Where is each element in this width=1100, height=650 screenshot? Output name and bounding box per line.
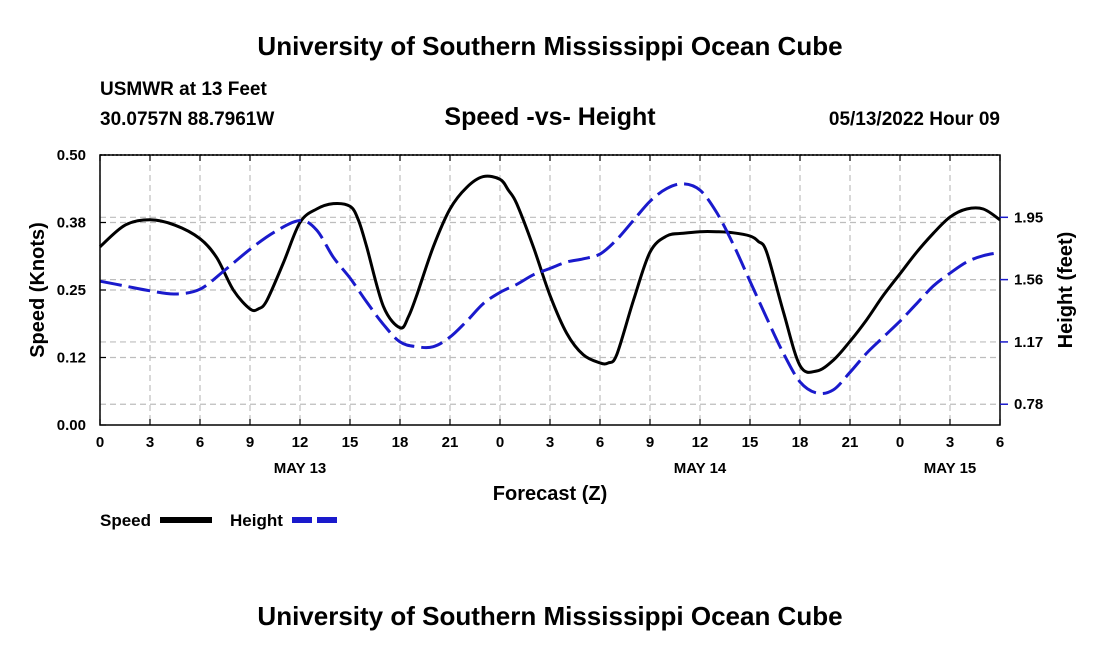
legend: Speed Height bbox=[100, 511, 342, 530]
date-label: MAY 13 bbox=[274, 460, 327, 477]
x-tick-label: 21 bbox=[842, 434, 859, 451]
x-tick-label: 6 bbox=[196, 434, 204, 451]
y-right-axis-title: Height (feet) bbox=[1055, 232, 1077, 349]
date-label: MAY 14 bbox=[674, 460, 727, 477]
y-left-tick-label: 0.38 bbox=[57, 215, 86, 232]
y-left-tick-label: 0.25 bbox=[57, 282, 86, 299]
y-left-axis-title: Speed (Knots) bbox=[27, 222, 49, 358]
speed-series-line bbox=[98, 174, 1001, 374]
x-tick-label: 9 bbox=[246, 434, 254, 451]
date-label: MAY 15 bbox=[924, 460, 977, 477]
x-tick-label: 15 bbox=[742, 434, 759, 451]
legend-speed-label: Speed bbox=[100, 511, 151, 530]
height-series-line bbox=[99, 182, 1001, 396]
x-tick-label: 0 bbox=[96, 434, 104, 451]
axis-ticks bbox=[99, 154, 1008, 426]
y-right-tick-label: 1.56 bbox=[1014, 272, 1043, 289]
x-tick-label: 6 bbox=[996, 434, 1004, 451]
series-lines bbox=[98, 174, 1001, 396]
tick-labels: 0 3 6 9 12 15 18 21 0 3 6 9 12 15 18 21 0 3 6 MAY 13 MAY 14 M… bbox=[57, 147, 1043, 477]
y-left-tick-label: 0.00 bbox=[57, 417, 86, 434]
station-label: USMWR at 13 Feet bbox=[100, 79, 267, 100]
chart-subtitle: Speed -vs- Height bbox=[444, 103, 656, 131]
x-tick-label: 3 bbox=[946, 434, 954, 451]
x-tick-label: 0 bbox=[896, 434, 904, 451]
x-tick-label: 15 bbox=[342, 434, 359, 451]
x-tick-label: 18 bbox=[792, 434, 809, 451]
y-right-tick-label: 0.78 bbox=[1014, 396, 1043, 413]
forecast-datetime: 05/13/2022 Hour 09 bbox=[829, 109, 1000, 130]
x-tick-label: 0 bbox=[496, 434, 504, 451]
station-coords: 30.0757N 88.7961W bbox=[100, 109, 274, 130]
x-tick-label: 3 bbox=[146, 434, 154, 451]
x-tick-label: 18 bbox=[392, 434, 409, 451]
x-tick-label: 3 bbox=[546, 434, 554, 451]
legend-height-label: Height bbox=[230, 511, 283, 530]
x-tick-label: 9 bbox=[646, 434, 654, 451]
x-tick-label: 12 bbox=[692, 434, 709, 451]
footer-title: University of Southern Mississippi Ocean… bbox=[257, 601, 842, 631]
y-right-tick-label: 1.95 bbox=[1014, 209, 1043, 226]
y-right-tick-label: 1.17 bbox=[1014, 334, 1043, 351]
x-tick-label: 6 bbox=[596, 434, 604, 451]
y-left-tick-label: 0.12 bbox=[57, 350, 86, 367]
x-tick-label: 21 bbox=[442, 434, 459, 451]
x-axis-title: Forecast (Z) bbox=[493, 483, 607, 505]
x-tick-label: 12 bbox=[292, 434, 309, 451]
main-title: University of Southern Mississippi Ocean… bbox=[257, 31, 842, 61]
y-left-tick-label: 0.50 bbox=[57, 147, 86, 164]
